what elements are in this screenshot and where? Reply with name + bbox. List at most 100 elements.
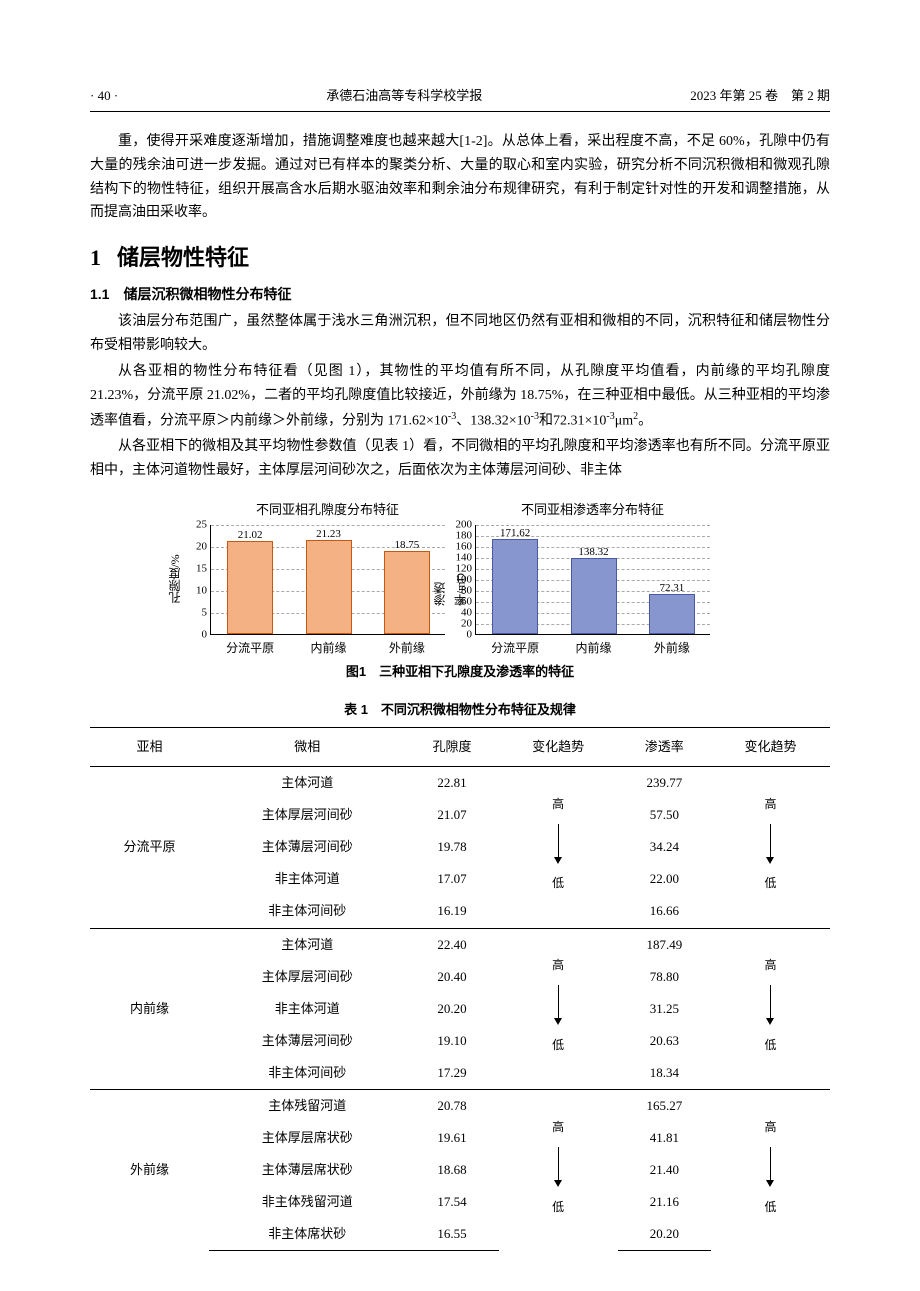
chart2-plot: 渗透率/mD 020406080100120140160180200171.62… bbox=[475, 525, 710, 635]
permeability-cell: 78.80 bbox=[618, 961, 711, 993]
arrow-head-icon bbox=[554, 1180, 562, 1187]
xtick-label: 分流平原 bbox=[226, 638, 274, 658]
microfacies-cell: 主体残留河道 bbox=[209, 1090, 405, 1123]
ytick-label: 0 bbox=[202, 625, 212, 644]
arrow-icon bbox=[770, 1147, 771, 1181]
ytick-label: 20 bbox=[196, 537, 211, 556]
ytick-label: 25 bbox=[196, 515, 211, 534]
bar-value-label: 171.62 bbox=[493, 524, 537, 543]
microfacies-cell: 主体薄层席状砂 bbox=[209, 1154, 405, 1186]
microfacies-cell: 主体厚层河间砂 bbox=[209, 799, 405, 831]
bar-value-label: 72.31 bbox=[650, 579, 694, 598]
porosity-cell: 17.54 bbox=[405, 1186, 498, 1218]
trend-cell: 高低 bbox=[711, 928, 830, 1089]
porosity-cell: 16.55 bbox=[405, 1218, 498, 1251]
microfacies-cell: 非主体席状砂 bbox=[209, 1218, 405, 1251]
xtick-label: 外前缘 bbox=[389, 638, 425, 658]
trend-high-label: 高 bbox=[764, 1117, 776, 1137]
microfacies-cell: 主体厚层河间砂 bbox=[209, 961, 405, 993]
paragraph-3: 从各亚相的物性分布特征看（见图 1），其物性的平均值有所不同，从孔隙度平均值看，… bbox=[90, 360, 830, 433]
trend-high-label: 高 bbox=[552, 794, 564, 814]
bar: 138.32 bbox=[571, 558, 617, 634]
xtick-label: 内前缘 bbox=[310, 638, 346, 658]
porosity-cell: 20.78 bbox=[405, 1090, 498, 1123]
ytick-label: 5 bbox=[202, 603, 212, 622]
table-col-header: 亚相 bbox=[90, 727, 209, 766]
ytick-label: 200 bbox=[456, 515, 477, 534]
chart1-plot: 孔隙度/% 051015202521.02分流平原21.23内前缘18.75外前… bbox=[210, 525, 445, 635]
trend-high-label: 高 bbox=[764, 794, 776, 814]
permeability-cell: 22.00 bbox=[618, 863, 711, 895]
permeability-cell: 16.66 bbox=[618, 895, 711, 928]
table-col-header: 渗透率 bbox=[618, 727, 711, 766]
paragraph-4: 从各亚相下的微相及其平均物性参数值（见表 1）看，不同微相的平均孔隙度和平均渗透… bbox=[90, 435, 830, 483]
porosity-cell: 20.20 bbox=[405, 993, 498, 1025]
permeability-cell: 57.50 bbox=[618, 799, 711, 831]
microfacies-cell: 非主体河间砂 bbox=[209, 895, 405, 928]
porosity-cell: 22.81 bbox=[405, 767, 498, 800]
permeability-cell: 41.81 bbox=[618, 1122, 711, 1154]
ytick-label: 15 bbox=[196, 559, 211, 578]
section-title: 储层物性特征 bbox=[117, 245, 249, 270]
bar-value-label: 18.75 bbox=[385, 536, 429, 555]
paragraph-intro: 重，使得开采难度逐渐增加，措施调整难度也越来越大[1-2]。从总体上看，采出程度… bbox=[90, 130, 830, 225]
arrow-head-icon bbox=[554, 857, 562, 864]
table-col-header: 微相 bbox=[209, 727, 405, 766]
table-1-caption: 表 1 不同沉积微相物性分布特征及规律 bbox=[90, 699, 830, 721]
trend-cell: 高低 bbox=[499, 1090, 618, 1251]
porosity-cell: 18.68 bbox=[405, 1154, 498, 1186]
bar-value-label: 21.23 bbox=[307, 525, 351, 544]
microfacies-cell: 主体薄层河间砂 bbox=[209, 831, 405, 863]
microfacies-cell: 主体厚层席状砂 bbox=[209, 1122, 405, 1154]
porosity-cell: 17.29 bbox=[405, 1057, 498, 1090]
section-1-heading: 1 储层物性特征 bbox=[90, 239, 830, 276]
permeability-cell: 21.16 bbox=[618, 1186, 711, 1218]
figure-1-caption: 图1 三种亚相下孔隙度及渗透率的特征 bbox=[90, 661, 830, 683]
microfacies-cell: 非主体残留河道 bbox=[209, 1186, 405, 1218]
porosity-cell: 19.10 bbox=[405, 1025, 498, 1057]
trend-low-label: 低 bbox=[764, 1197, 776, 1217]
section-number: 1 bbox=[90, 245, 101, 270]
permeability-cell: 239.77 bbox=[618, 767, 711, 800]
permeability-cell: 187.49 bbox=[618, 928, 711, 961]
permeability-cell: 31.25 bbox=[618, 993, 711, 1025]
paragraph-2: 该油层分布范围广，虽然整体属于浅水三角洲沉积，但不同地区仍然有亚相和微相的不同，… bbox=[90, 310, 830, 358]
journal-title: 承德石油高等专科学校学报 bbox=[326, 85, 482, 107]
permeability-cell: 20.20 bbox=[618, 1218, 711, 1251]
trend-low-label: 低 bbox=[552, 1197, 564, 1217]
p3-exp3: -3 bbox=[606, 411, 614, 422]
porosity-cell: 21.07 bbox=[405, 799, 498, 831]
arrow-icon bbox=[558, 985, 559, 1019]
bar: 21.23 bbox=[306, 540, 352, 633]
microfacies-cell: 非主体河道 bbox=[209, 993, 405, 1025]
permeability-cell: 20.63 bbox=[618, 1025, 711, 1057]
arrow-icon bbox=[770, 985, 771, 1019]
porosity-cell: 19.61 bbox=[405, 1122, 498, 1154]
table-col-header: 变化趋势 bbox=[499, 727, 618, 766]
subsection-1-1: 1.1 储层沉积微相物性分布特征 bbox=[90, 283, 830, 307]
microfacies-cell: 非主体河间砂 bbox=[209, 1057, 405, 1090]
trend-cell: 高低 bbox=[499, 767, 618, 928]
bar: 18.75 bbox=[384, 551, 430, 634]
arrow-head-icon bbox=[766, 857, 774, 864]
bar: 72.31 bbox=[649, 594, 695, 634]
arrow-head-icon bbox=[554, 1018, 562, 1025]
p3-end: 。 bbox=[638, 413, 652, 428]
microfacies-cell: 主体薄层河间砂 bbox=[209, 1025, 405, 1057]
p3-exp1: -3 bbox=[448, 411, 456, 422]
porosity-cell: 16.19 bbox=[405, 895, 498, 928]
table-header-row: 亚相微相孔隙度变化趋势渗透率变化趋势 bbox=[90, 727, 830, 766]
group-name-cell: 外前缘 bbox=[90, 1090, 209, 1251]
group-name-cell: 内前缘 bbox=[90, 928, 209, 1089]
bar: 21.02 bbox=[227, 541, 273, 633]
bar-value-label: 21.02 bbox=[228, 526, 272, 545]
table-row: 内前缘主体河道22.40高低187.49高低 bbox=[90, 928, 830, 961]
arrow-icon bbox=[558, 824, 559, 858]
microfacies-cell: 主体河道 bbox=[209, 767, 405, 800]
porosity-cell: 22.40 bbox=[405, 928, 498, 961]
trend-high-label: 高 bbox=[552, 1117, 564, 1137]
porosity-cell: 20.40 bbox=[405, 961, 498, 993]
trend-high-label: 高 bbox=[764, 955, 776, 975]
ytick-label: 10 bbox=[196, 581, 211, 600]
page-number: · 40 · bbox=[90, 85, 118, 107]
